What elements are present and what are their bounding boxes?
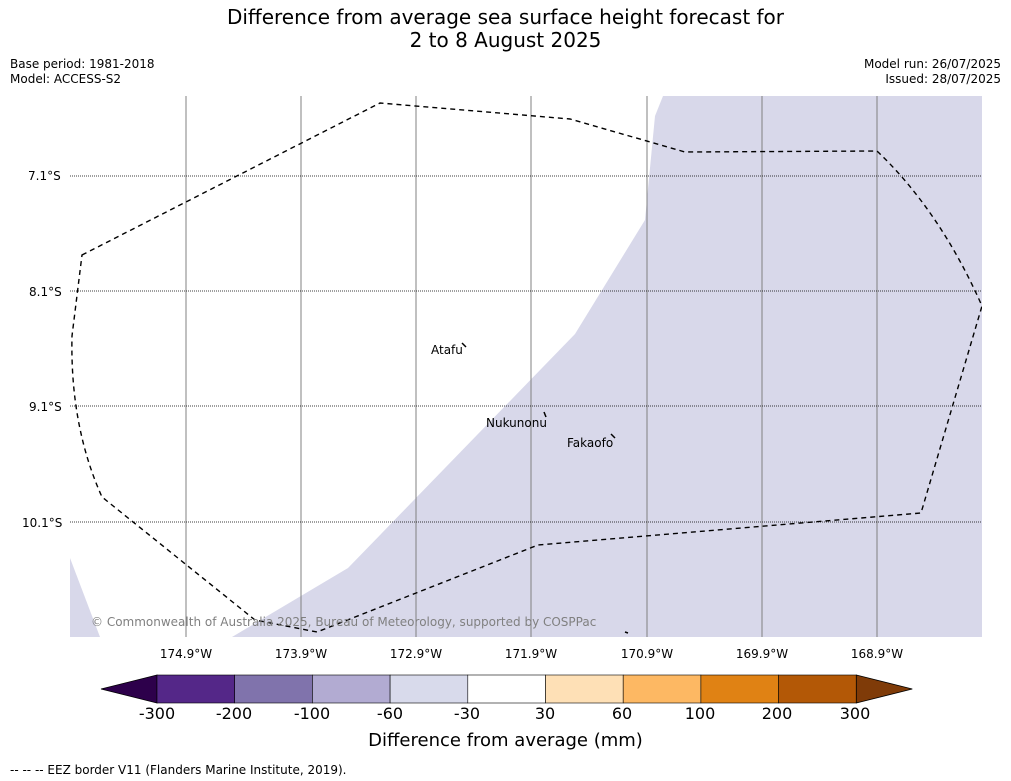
colorbar-tick: -60	[376, 704, 404, 723]
title-line-2: 2 to 8 August 2025	[409, 28, 602, 52]
colorbar-title: Difference from average (mm)	[368, 730, 643, 751]
lon-label: 169.9°W	[735, 647, 789, 661]
map-title: Difference from average sea surface heig…	[0, 6, 1011, 52]
eez-footnote: -- -- -- EEZ border V11 (Flanders Marine…	[10, 763, 347, 777]
colorbar-extend-low	[100, 674, 158, 704]
colorbar-tick: 100	[684, 704, 716, 723]
colorbar-tick: -200	[215, 704, 253, 723]
meta-left: Base period: 1981-2018 Model: ACCESS-S2	[10, 57, 155, 87]
title-line-1: Difference from average sea surface heig…	[226, 5, 785, 29]
colorbar-tick: 30	[534, 704, 556, 723]
colorbar-segment	[389, 674, 469, 704]
small-island-mark	[624, 631, 629, 634]
lon-label: 170.9°W	[620, 647, 674, 661]
lon-label: 172.9°W	[389, 647, 443, 661]
model-text: Model: ACCESS-S2	[10, 72, 122, 86]
issued-text: Issued: 28/07/2025	[885, 72, 1001, 86]
colorbar-tick: 200	[761, 704, 793, 723]
lon-gridlines	[185, 96, 878, 637]
lon-label: 174.9°W	[159, 647, 213, 661]
map-canvas: Atafu Nukunonu Fakaofo © Commonwealth of…	[70, 96, 982, 637]
lat-label: 7.1°S	[28, 169, 61, 183]
lon-label: 171.9°W	[504, 647, 558, 661]
colorbar-segment	[545, 674, 624, 704]
shaded-region-southwest	[70, 558, 100, 637]
nukunonu-island-mark	[543, 411, 547, 418]
colorbar	[100, 674, 913, 704]
place-label-atafu: Atafu	[431, 343, 463, 357]
place-label-fakaofo: Fakaofo	[567, 436, 613, 450]
copyright-text: © Commonwealth of Australia 2025, Bureau…	[91, 615, 596, 629]
lon-label: 168.9°W	[850, 647, 904, 661]
colorbar-segment	[700, 674, 779, 704]
colorbar-segment	[312, 674, 391, 704]
atafu-island-mark	[461, 342, 467, 348]
colorbar-tick: 300	[839, 704, 871, 723]
fakaofo-island-mark	[610, 433, 616, 439]
colorbar-tick: -30	[453, 704, 481, 723]
colorbar-extend-high	[855, 674, 913, 704]
model-run-text: Model run: 26/07/2025	[863, 57, 1001, 71]
shaded-region-east	[232, 96, 982, 637]
colorbar-tick: 60	[611, 704, 633, 723]
meta-right: Model run: 26/07/2025 Issued: 28/07/2025	[864, 57, 1001, 87]
lon-label: 173.9°W	[274, 647, 328, 661]
lat-label: 8.1°S	[29, 285, 62, 299]
lat-label: 9.1°S	[29, 400, 62, 414]
colorbar-segment	[467, 674, 546, 704]
colorbar-segment	[234, 674, 313, 704]
colorbar-segment	[778, 674, 857, 704]
colorbar-segment	[622, 674, 702, 704]
eez-border	[71, 102, 982, 633]
colorbar-segment	[156, 674, 235, 704]
colorbar-tick: -100	[293, 704, 331, 723]
colorbar-tick: -300	[138, 704, 176, 723]
lat-label: 10.1°S	[22, 516, 63, 530]
base-period-text: Base period: 1981-2018	[10, 57, 155, 71]
lat-gridlines	[70, 175, 982, 523]
place-label-nukunonu: Nukunonu	[486, 416, 547, 430]
